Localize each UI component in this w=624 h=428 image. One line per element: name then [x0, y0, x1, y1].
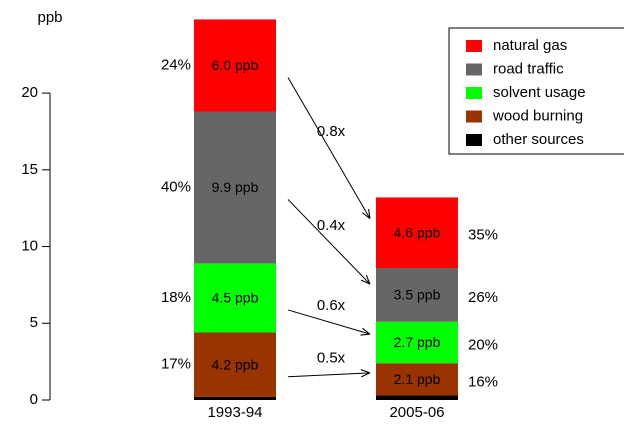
- value-label: 4.6 ppb: [394, 224, 441, 240]
- x-tick-label: 2005-06: [389, 404, 444, 421]
- bar-segment: [376, 268, 458, 322]
- ratio-arrow: [287, 199, 370, 284]
- y-tick-label: 10: [21, 238, 38, 255]
- legend-label: natural gas: [493, 37, 567, 54]
- bar-segment: [194, 111, 276, 264]
- legend-swatch: [466, 110, 482, 123]
- bar-segment: [376, 395, 458, 400]
- ratio-label: 0.5x: [317, 350, 346, 367]
- bar-segment: [376, 321, 458, 364]
- value-label: 9.9 ppb: [212, 179, 259, 195]
- legend-label: road traffic: [493, 60, 564, 77]
- bar-segment: [194, 19, 276, 112]
- y-tick-label: 20: [21, 84, 38, 101]
- legend-swatch: [466, 87, 482, 99]
- ratio-arrow: [287, 309, 370, 334]
- share-label: 26%: [468, 289, 498, 306]
- legend-swatch: [466, 63, 482, 76]
- ratio-label: 0.4x: [317, 217, 346, 234]
- legend-label: other sources: [493, 131, 584, 148]
- y-tick-label: 15: [21, 161, 38, 178]
- legend-swatch: [466, 134, 482, 146]
- legend-swatch: [466, 40, 482, 52]
- share-label: 35%: [468, 227, 498, 244]
- value-label: 3.5 ppb: [394, 287, 441, 303]
- bar-segment: [194, 332, 276, 397]
- share-label: 40%: [161, 178, 191, 195]
- value-label: 2.7 ppb: [394, 334, 441, 350]
- bar-segment: [194, 263, 276, 333]
- share-label: 24%: [161, 56, 191, 73]
- ratio-arrow: [287, 373, 370, 377]
- share-label: 17%: [161, 356, 191, 373]
- share-label: 20%: [468, 336, 498, 353]
- ratio-label: 0.8x: [317, 123, 346, 140]
- bar-segment: [194, 396, 276, 400]
- value-label: 4.5 ppb: [212, 290, 259, 306]
- y-axis-title: ppb: [37, 9, 62, 26]
- legend-label: solvent usage: [493, 84, 586, 101]
- value-label: 2.1 ppb: [394, 371, 441, 387]
- value-label: 4.2 ppb: [212, 356, 259, 372]
- share-label: 16%: [468, 373, 498, 390]
- bar-segment: [376, 197, 458, 269]
- y-tick-label: 0: [30, 391, 38, 408]
- x-tick-label: 1993-94: [207, 404, 262, 421]
- ratio-label: 0.6x: [317, 297, 346, 314]
- ratio-arrow: [287, 77, 370, 218]
- share-label: 18%: [161, 289, 191, 306]
- value-label: 6.0 ppb: [212, 57, 259, 73]
- legend-label: wood burning: [492, 107, 583, 124]
- bar-segment: [376, 363, 458, 396]
- y-tick-label: 5: [30, 314, 38, 331]
